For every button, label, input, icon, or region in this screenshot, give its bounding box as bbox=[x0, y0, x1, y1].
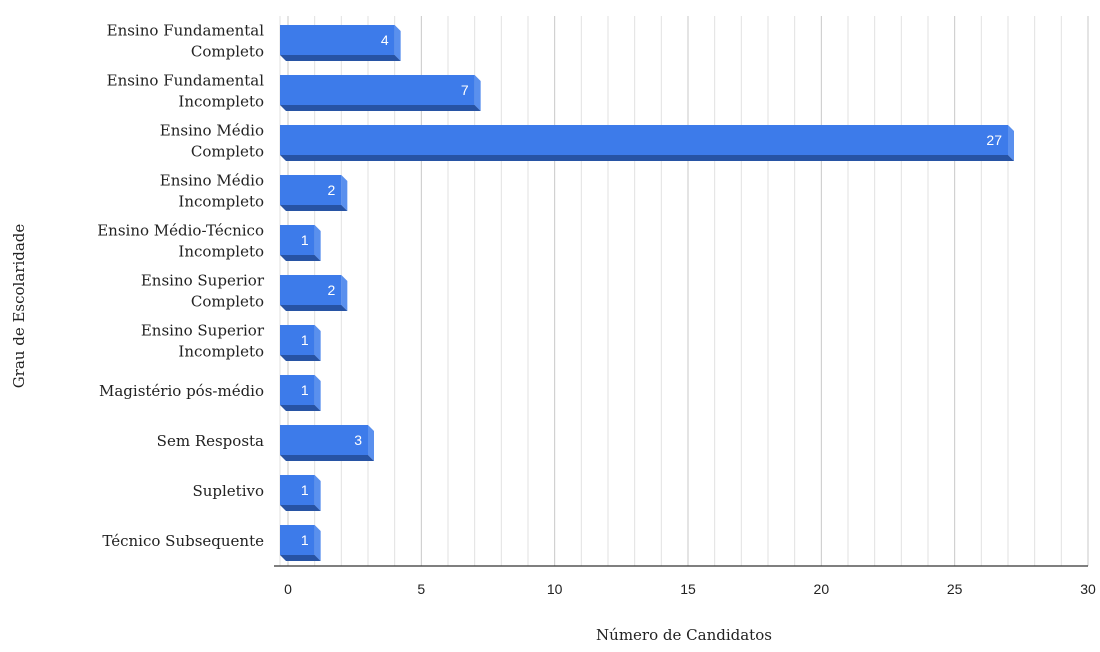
x-axis-title: Número de Candidatos bbox=[596, 626, 772, 644]
bar-side bbox=[314, 325, 321, 361]
category-label: Ensino Fundamental Incompleto bbox=[107, 72, 265, 111]
category-label: Sem Resposta bbox=[157, 432, 264, 450]
x-tick-label: 5 bbox=[417, 581, 425, 597]
bar-bottom bbox=[280, 505, 321, 511]
category-label-line: Supletivo bbox=[192, 482, 264, 500]
category-label-line: Ensino Superior bbox=[141, 272, 265, 290]
category-label-line: Magistério pós-médio bbox=[99, 382, 264, 400]
category-label: Ensino Fundamental Completo bbox=[107, 22, 265, 61]
bar-bottom bbox=[280, 355, 321, 361]
x-tick-label: 15 bbox=[680, 581, 696, 597]
category-label-line: Completo bbox=[191, 143, 264, 161]
data-label: 3 bbox=[354, 432, 362, 448]
bar bbox=[280, 75, 475, 105]
bar bbox=[280, 25, 395, 55]
bar bbox=[280, 175, 342, 205]
data-label: 27 bbox=[986, 132, 1002, 148]
data-label: 2 bbox=[328, 282, 336, 298]
data-label: 4 bbox=[381, 32, 389, 48]
category-label: Ensino Médio-Técnico Incompleto bbox=[97, 222, 264, 261]
bar bbox=[280, 325, 315, 355]
category-label-line: Incompleto bbox=[178, 193, 264, 211]
bar-side bbox=[314, 225, 321, 261]
category-label: Ensino Médio Incompleto bbox=[160, 172, 264, 211]
bar-side bbox=[341, 275, 348, 311]
data-label: 1 bbox=[301, 532, 309, 548]
bar-side bbox=[474, 75, 481, 111]
category-label-line: Incompleto bbox=[178, 93, 264, 111]
bar-bottom bbox=[280, 405, 321, 411]
bar bbox=[280, 125, 1008, 155]
category-label-line: Ensino Médio-Técnico bbox=[97, 222, 264, 240]
category-label-line: Incompleto bbox=[178, 243, 264, 261]
data-label: 1 bbox=[301, 232, 309, 248]
category-label-line: Sem Resposta bbox=[157, 432, 264, 450]
x-tick-label: 10 bbox=[547, 581, 563, 597]
x-tick-label: 20 bbox=[814, 581, 830, 597]
bar-side bbox=[341, 175, 348, 211]
category-label: Ensino Médio Completo bbox=[160, 122, 264, 161]
y-axis-title: Grau de Escolaridade bbox=[10, 224, 28, 389]
category-label-line: Ensino Médio bbox=[160, 122, 264, 140]
x-tick-label: 25 bbox=[947, 581, 963, 597]
bar bbox=[280, 225, 315, 255]
category-label-line: Ensino Fundamental bbox=[107, 22, 265, 40]
bar bbox=[280, 275, 342, 305]
bar-bottom bbox=[280, 555, 321, 561]
category-label: Ensino Superior Completo bbox=[141, 272, 265, 311]
category-label-line: Incompleto bbox=[178, 343, 264, 361]
bar-bottom bbox=[280, 255, 321, 261]
x-tick-label: 30 bbox=[1080, 581, 1096, 597]
data-label: 7 bbox=[461, 82, 469, 98]
bar-side bbox=[394, 25, 401, 61]
category-label: Supletivo bbox=[192, 482, 264, 500]
bar bbox=[280, 525, 315, 555]
labels: 4 Ensino Fundamental Completo 7 Ensino Funda… bbox=[97, 22, 1002, 551]
bar-bottom bbox=[280, 455, 374, 461]
data-label: 1 bbox=[301, 482, 309, 498]
bar bbox=[280, 475, 315, 505]
category-label: Magistério pós-médio bbox=[99, 382, 264, 400]
category-label: Ensino Superior Incompleto bbox=[141, 322, 265, 361]
data-label: 1 bbox=[301, 332, 309, 348]
category-label-line: Técnico Subsequente bbox=[102, 532, 264, 550]
bar bbox=[280, 425, 368, 455]
bar-bottom bbox=[280, 55, 401, 61]
bars bbox=[280, 25, 1014, 561]
category-label-line: Ensino Superior bbox=[141, 322, 265, 340]
bar-bottom bbox=[280, 205, 348, 211]
category-label: Técnico Subsequente bbox=[102, 532, 264, 550]
category-label-line: Ensino Médio bbox=[160, 172, 264, 190]
data-label: 1 bbox=[301, 382, 309, 398]
bar-bottom bbox=[280, 105, 481, 111]
axes: 0 5 10 15 20 25 30 Número de Candidatos Grau de … bbox=[10, 224, 1096, 644]
bar-side bbox=[314, 525, 321, 561]
bar-side bbox=[368, 425, 374, 461]
bar-side bbox=[1008, 125, 1014, 161]
bar bbox=[280, 375, 315, 405]
bar-side bbox=[314, 375, 321, 411]
category-label-line: Completo bbox=[191, 43, 264, 61]
bar-side bbox=[314, 475, 321, 511]
data-label: 2 bbox=[328, 182, 336, 198]
bar-bottom bbox=[280, 305, 348, 311]
x-tick-label: 0 bbox=[284, 581, 292, 597]
bar-bottom bbox=[280, 155, 1014, 161]
category-label-line: Completo bbox=[191, 293, 264, 311]
category-label-line: Ensino Fundamental bbox=[107, 72, 265, 90]
